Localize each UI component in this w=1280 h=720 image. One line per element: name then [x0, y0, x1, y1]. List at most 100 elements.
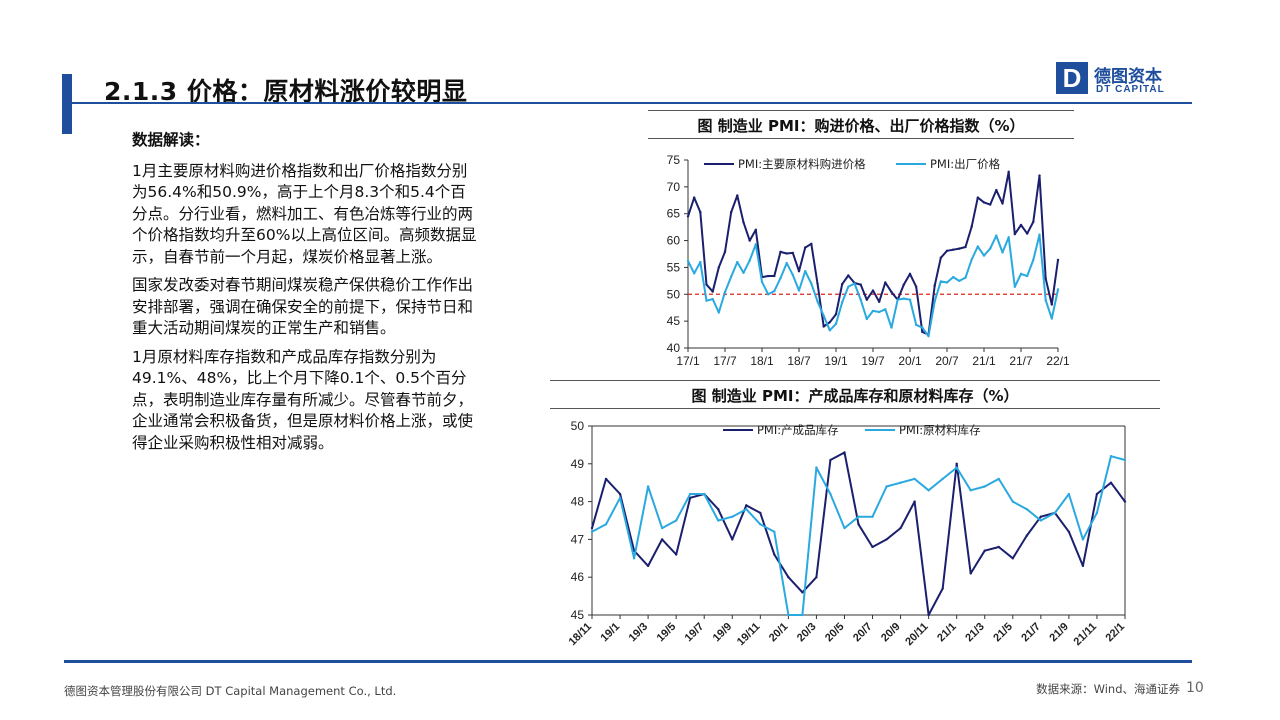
series-2-point [997, 477, 1000, 481]
series-2-point [890, 326, 893, 329]
chart1-title-bottom-rule [648, 138, 1074, 139]
series-1-point [1011, 557, 1014, 560]
series-2-point [847, 285, 850, 288]
chart1-title-box: 图 制造业 PMI：购进价格、出厂价格指数（%） [648, 110, 1074, 139]
series-2-point [958, 279, 961, 283]
series-2-point [785, 261, 788, 265]
x-tick-label: 22/1 [1103, 621, 1127, 645]
legend-label-2: PMI:出厂价格 [930, 157, 1001, 171]
legend-label-1: PMI:主要原材料购进价格 [738, 157, 866, 171]
series-2-point [646, 485, 650, 488]
chart2-title-box: 图 制造业 PMI：产成品库存和原材料库存（%） [550, 380, 1160, 409]
series-2-point [1081, 538, 1085, 541]
series-1-point [705, 283, 708, 286]
series-2-point [857, 515, 860, 518]
chart1-title: 图 制造业 PMI：购进价格、出厂价格指数（%） [697, 117, 1025, 135]
series-2-point [1067, 492, 1071, 496]
series-1-point [731, 538, 734, 541]
x-tick-label: 20/1 [898, 354, 922, 368]
series-1-point [829, 458, 832, 462]
series-2-point [927, 334, 930, 338]
series-1-point [1013, 232, 1017, 236]
series-2-point [810, 282, 813, 285]
x-tick-label: 19/1 [824, 354, 848, 368]
series-1-point [766, 274, 770, 278]
series-1-point [742, 221, 745, 224]
series-2-point [1025, 507, 1029, 511]
series-2-point [787, 613, 790, 617]
series-2-point [748, 259, 751, 262]
series-2-point [791, 273, 795, 277]
x-tick-label: 20/9 [879, 621, 903, 645]
series-2-point [604, 523, 608, 526]
series-2-point [982, 254, 986, 257]
series-1-point [759, 511, 762, 515]
series-2-point [871, 309, 875, 313]
series-2-point [754, 243, 758, 246]
series-1-point [884, 281, 887, 284]
x-tick-label: 19/5 [655, 621, 679, 645]
series-2-point [688, 492, 692, 496]
series-1-point [955, 462, 958, 465]
series-1-point [902, 283, 906, 286]
logo-name-en: DT CAPITAL [1096, 84, 1165, 95]
x-tick-label: 19/7 [861, 354, 885, 368]
x-tick-label: 17/1 [676, 354, 700, 368]
series-1-point [921, 330, 924, 334]
series-line-1 [591, 451, 1126, 616]
series-2-point [1050, 317, 1054, 320]
series-1-point [908, 272, 912, 276]
series-1-point [815, 576, 818, 579]
x-tick-label: 21/5 [991, 621, 1015, 645]
x-tick-label: 20/1 [767, 621, 791, 645]
series-1-point [797, 269, 801, 273]
series-2-point [815, 466, 818, 469]
series-2-point [902, 297, 906, 300]
series-2-point [731, 515, 734, 518]
series-2-point [692, 272, 696, 275]
series-2-point [951, 275, 955, 279]
series-1-point [964, 245, 967, 249]
footer-company: 德图资本管理股份有限公司 DT Capital Management Co., … [64, 684, 397, 698]
series-1-point [717, 266, 721, 269]
series-1-point [604, 477, 608, 481]
series-1-point [1095, 492, 1099, 496]
y-tick-label: 48 [571, 495, 585, 509]
series-2-point [779, 276, 782, 280]
series-1-point [1038, 174, 1041, 177]
series-1-point [1056, 258, 1060, 262]
series-2-point [829, 492, 832, 496]
series-2-point [939, 280, 943, 283]
x-tick-label: 19/9 [711, 621, 735, 645]
series-2-point [797, 289, 801, 292]
series-1-point [1067, 530, 1071, 534]
y-tick-label: 60 [667, 234, 681, 248]
page-title: 2.1.3 价格：原材料涨价较明显 [104, 77, 468, 106]
series-1-point [890, 290, 893, 294]
series-2-point [760, 280, 764, 284]
x-tick-label: 18/7 [787, 354, 811, 368]
series-1-point [1025, 534, 1029, 537]
series-1-point [791, 251, 795, 255]
series-1-point [646, 564, 650, 568]
footer-rule [64, 660, 1192, 663]
x-tick-label: 21/1 [935, 621, 959, 645]
series-1-point [810, 242, 813, 245]
series-1-point [1019, 223, 1023, 227]
chart2-title: 图 制造业 PMI：产成品库存和原材料库存（%） [691, 387, 1019, 405]
x-tick-label: 19/1 [599, 621, 623, 645]
x-tick-label: 17/7 [713, 354, 737, 368]
series-2-point [766, 293, 770, 296]
series-2-point [686, 259, 690, 263]
x-tick-label: 21/11 [1072, 621, 1100, 649]
series-2-point [1044, 298, 1047, 302]
series-1-point [816, 282, 819, 285]
analysis-panel: 数据解读： 1月主要原材料购进价格指数和出厂价格指数分别为56.4%和50.9%… [132, 130, 477, 461]
series-2-point [1038, 233, 1041, 236]
series-2-point [1011, 500, 1014, 503]
series-1-point [941, 587, 944, 590]
series-1-point [939, 256, 943, 259]
series-2-point [773, 289, 776, 293]
series-2-point [1053, 511, 1057, 515]
y-tick-label: 40 [667, 341, 681, 355]
